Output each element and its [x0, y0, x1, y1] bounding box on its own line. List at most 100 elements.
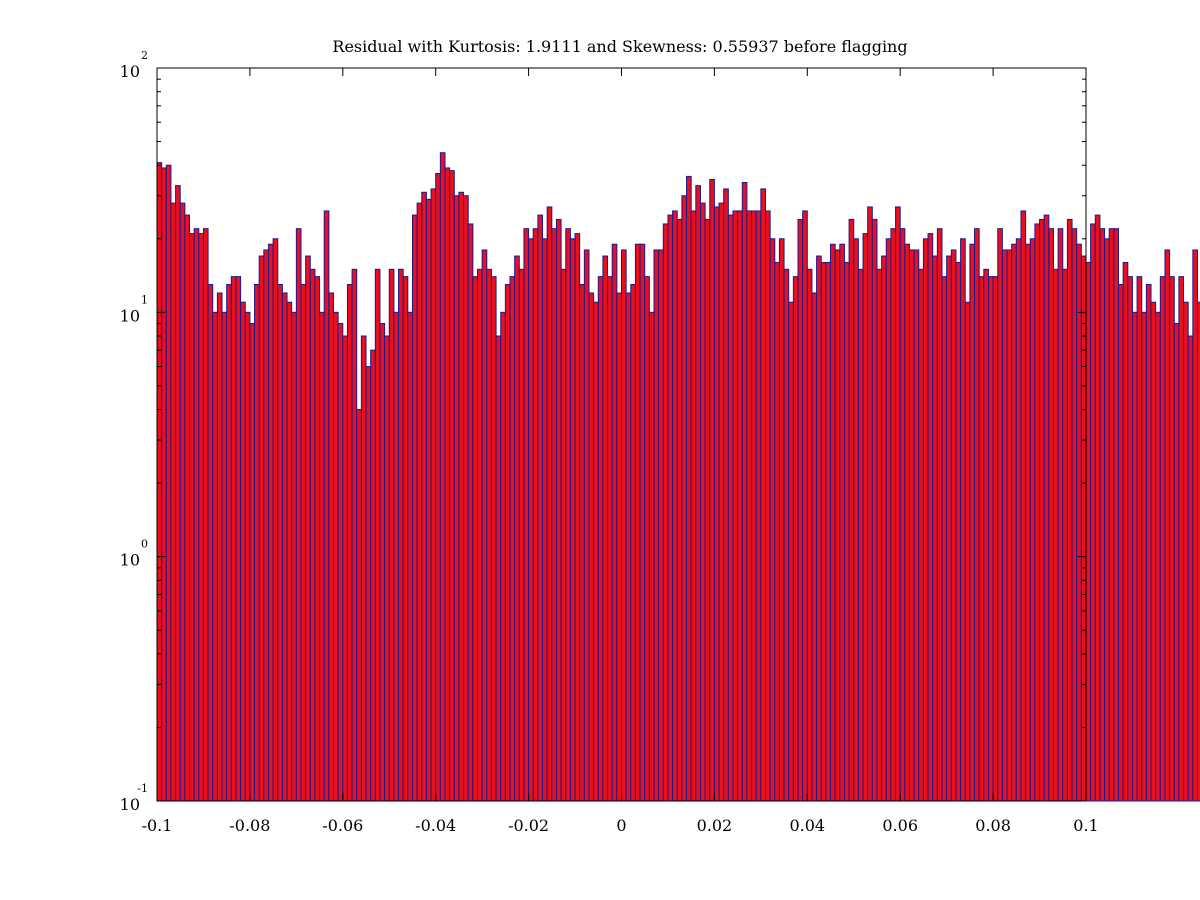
histogram-bar	[1104, 238, 1110, 802]
histogram-bar	[1150, 301, 1157, 802]
histogram-bar	[407, 311, 413, 802]
histogram-bar	[862, 233, 869, 802]
histogram-bar	[514, 255, 520, 802]
histogram-bar	[295, 228, 302, 802]
histogram-bar	[723, 188, 729, 802]
histogram-bar	[960, 238, 966, 802]
histogram-bar	[941, 276, 948, 802]
x-tick-label: -0.08	[229, 816, 270, 835]
histogram-bar	[932, 255, 938, 802]
histogram-bar	[732, 210, 739, 802]
histogram-bar	[244, 311, 251, 802]
histogram-bar	[249, 323, 256, 802]
histogram-bar	[267, 243, 274, 802]
histogram-bar	[820, 261, 827, 802]
histogram-bar	[913, 249, 920, 802]
histogram-bar	[518, 268, 525, 802]
histogram-bar	[848, 218, 855, 802]
histogram-bar	[802, 210, 808, 802]
histogram-bar	[1062, 268, 1068, 802]
histogram-bar	[908, 249, 915, 802]
histogram-bar	[969, 243, 976, 802]
histogram-bar	[625, 292, 632, 802]
histogram-bar	[467, 223, 474, 802]
histogram-bar	[1015, 238, 1022, 802]
histogram-bar	[486, 268, 492, 802]
histogram-bar	[184, 214, 191, 802]
histogram-bar	[709, 178, 715, 802]
histogram-bar	[495, 335, 502, 802]
histogram-bar	[1169, 276, 1175, 802]
histogram-bar	[342, 335, 348, 802]
histogram-bar	[333, 311, 339, 802]
histogram-bar	[384, 335, 390, 802]
histogram-bar	[504, 283, 511, 802]
y-tick-label-exponent: 0	[141, 538, 148, 551]
histogram-bar	[676, 218, 683, 802]
histogram-bar	[374, 268, 381, 802]
histogram-bar	[542, 238, 548, 802]
histogram-bar	[500, 311, 506, 802]
histogram-bar	[337, 323, 344, 802]
histogram-bar	[946, 255, 952, 802]
histogram-bar	[1113, 228, 1120, 802]
histogram-bar	[927, 233, 934, 802]
histogram-bar	[778, 238, 785, 802]
histogram-bar	[402, 276, 409, 802]
histogram-bar	[806, 268, 813, 802]
histogram-bar	[699, 202, 706, 802]
histogram-bar	[411, 214, 418, 802]
histogram-bar	[1131, 311, 1138, 802]
histogram-bar	[1164, 249, 1171, 802]
axis-ticks	[156, 68, 1087, 802]
histogram-bar	[857, 268, 864, 802]
histogram-bar	[1076, 243, 1082, 802]
histogram-bar	[346, 283, 353, 802]
histogram-bar	[713, 206, 720, 802]
histogram-bar	[681, 195, 688, 802]
histogram-bar	[950, 249, 957, 802]
histogram-bar	[272, 238, 279, 802]
histogram-bar	[1066, 218, 1073, 802]
histogram-bar	[1039, 218, 1045, 802]
histogram-bar	[555, 218, 562, 802]
histogram-bar	[1025, 243, 1031, 802]
x-tick-label: 0.04	[789, 816, 825, 835]
histogram-bar	[843, 261, 850, 802]
histogram-bar	[165, 164, 172, 802]
y-tick-label-base: 10	[120, 795, 140, 814]
histogram-bar	[1090, 223, 1096, 802]
histogram-bar	[830, 243, 836, 802]
histogram-bar	[1029, 238, 1036, 802]
histogram-bar	[393, 311, 400, 802]
y-tick-label-exponent: -1	[137, 782, 148, 795]
histogram-bar	[1187, 335, 1194, 802]
histogram-bar	[899, 228, 906, 802]
x-tick-label: 0.02	[697, 816, 733, 835]
histogram-bar	[481, 249, 488, 802]
histogram-bar	[314, 276, 321, 802]
histogram-bar	[904, 243, 910, 802]
histogram-bar	[537, 214, 544, 802]
y-tick-label-exponent: 1	[141, 293, 148, 306]
histogram-bar	[997, 228, 1003, 802]
histogram-bar	[1085, 261, 1092, 802]
y-tick-label-base: 10	[120, 62, 140, 81]
histogram-bar	[398, 268, 404, 802]
histogram-bar	[602, 255, 609, 802]
histogram-bar	[1057, 228, 1064, 802]
histogram-bar	[769, 238, 776, 802]
histogram-bar	[630, 283, 636, 802]
histogram-bar	[569, 238, 576, 802]
histogram-bar	[662, 223, 669, 802]
y-tick-label-base: 10	[120, 306, 140, 325]
histogram-bar	[634, 243, 641, 802]
histogram-bar	[583, 249, 590, 802]
histogram-bar	[216, 292, 223, 802]
histogram-bar	[281, 292, 288, 802]
histogram-bar	[551, 228, 557, 802]
histogram-bar	[263, 249, 269, 802]
histogram-bar	[797, 218, 804, 802]
histogram-bar	[755, 210, 762, 802]
histogram-bar	[319, 311, 325, 802]
